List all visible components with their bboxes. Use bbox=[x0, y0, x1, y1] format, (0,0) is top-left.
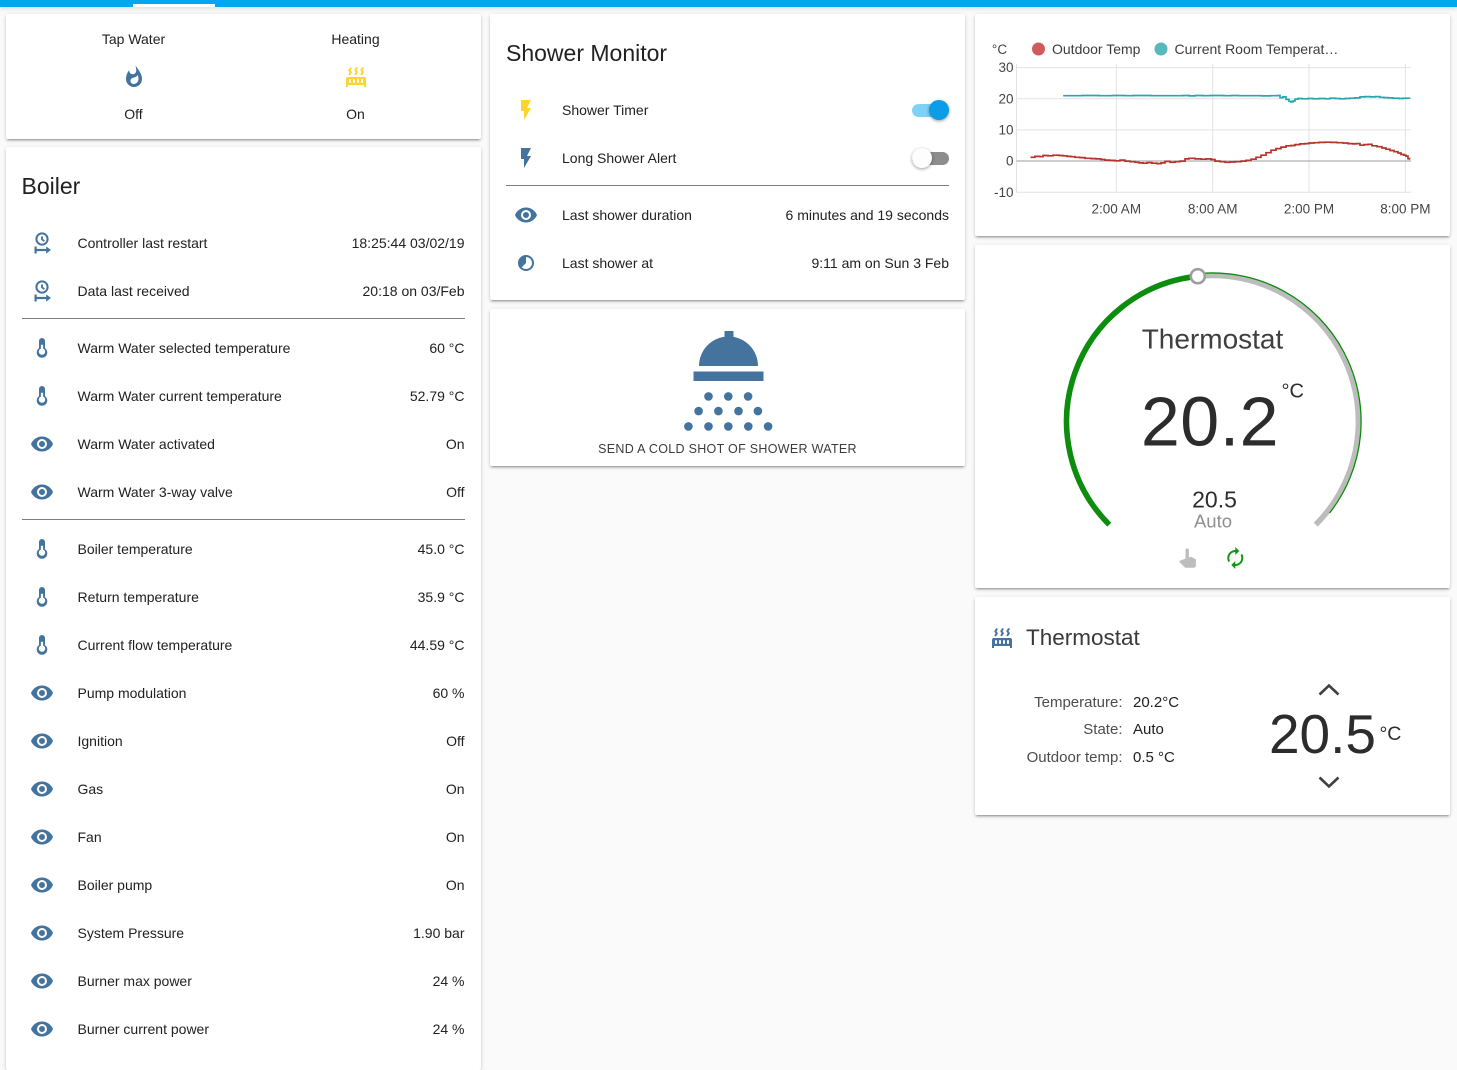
svg-text:2:00 AM: 2:00 AM bbox=[1091, 201, 1141, 216]
svg-text:8:00 PM: 8:00 PM bbox=[1380, 201, 1430, 216]
svg-text:20: 20 bbox=[998, 91, 1013, 106]
svg-text:Auto: Auto bbox=[1193, 510, 1231, 531]
svg-text:-10: -10 bbox=[993, 184, 1013, 199]
svg-text:30: 30 bbox=[998, 60, 1013, 75]
svg-text:10: 10 bbox=[998, 122, 1013, 137]
svg-text:20.2: 20.2 bbox=[1140, 382, 1278, 460]
svg-text:°C: °C bbox=[1281, 380, 1303, 402]
svg-text:2:00 PM: 2:00 PM bbox=[1283, 201, 1333, 216]
svg-text:20.5: 20.5 bbox=[1192, 486, 1237, 512]
svg-text:°C: °C bbox=[991, 42, 1006, 57]
svg-text:Outdoor Temp: Outdoor Temp bbox=[1052, 40, 1141, 56]
svg-text:Current Room Temperat…: Current Room Temperat… bbox=[1174, 40, 1338, 56]
svg-text:0: 0 bbox=[1005, 153, 1013, 168]
svg-text:8:00 AM: 8:00 AM bbox=[1187, 201, 1237, 216]
svg-text:Thermostat: Thermostat bbox=[1141, 323, 1283, 354]
